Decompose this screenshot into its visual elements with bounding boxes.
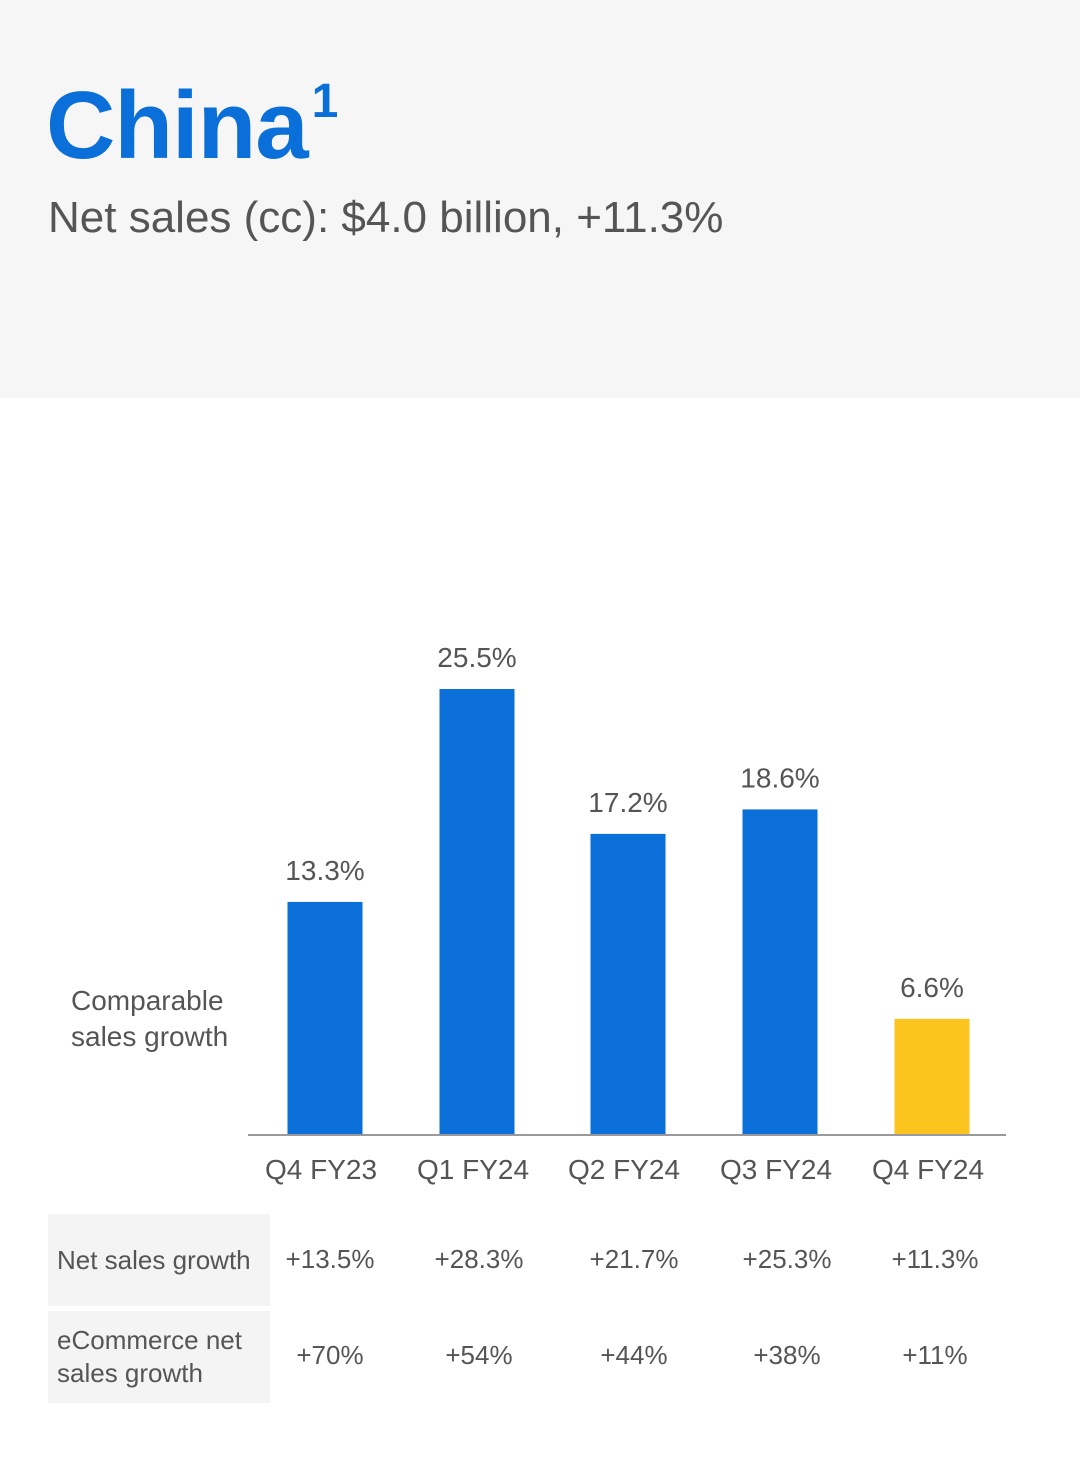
table-cell: +38%	[753, 1340, 821, 1370]
table-cell: +25.3%	[742, 1244, 832, 1274]
row-label-background-2	[48, 1311, 270, 1403]
category-label: Q4 FY24	[872, 1154, 984, 1185]
y-axis-label-line-2: sales growth	[71, 1021, 228, 1052]
bar-value-label: 13.3%	[285, 855, 364, 886]
table-cell: +11.3%	[891, 1244, 979, 1274]
bar-value-label: 6.6%	[900, 972, 964, 1003]
bar-value-label: 18.6%	[740, 762, 819, 793]
header-panel: China1 Net sales (cc): $4.0 billion, +11…	[0, 0, 1080, 398]
bars-group: 13.3% Q4 FY23 25.5% Q1 FY24 17.2% Q2 FY24 18.6…	[265, 642, 984, 1185]
title-text: China	[46, 72, 309, 179]
table-cell: +70%	[296, 1340, 364, 1370]
page-title: China1	[46, 75, 339, 174]
bar-q1-fy24	[439, 689, 515, 1134]
bar-value-label: 17.2%	[588, 787, 667, 818]
bar-q2-fy24	[590, 833, 666, 1134]
bar-q4-fy23	[287, 901, 363, 1134]
table-cell: +21.7%	[589, 1244, 679, 1274]
bar-q3-fy24	[742, 809, 818, 1134]
table-cell: +13.5%	[285, 1244, 375, 1274]
table-cell: +11%	[902, 1340, 968, 1370]
page-subtitle: Net sales (cc): $4.0 billion, +11.3%	[48, 193, 724, 242]
bar-q4-fy24	[894, 1018, 970, 1134]
y-axis-label-line-1: Comparable	[71, 985, 224, 1016]
bar-value-label: 25.5%	[437, 642, 516, 673]
category-label: Q2 FY24	[568, 1154, 680, 1185]
comparable-sales-chart: 13.3% Q4 FY23 25.5% Q1 FY24 17.2% Q2 FY24 18.6…	[71, 642, 1006, 1185]
table-cell: +44%	[600, 1340, 668, 1370]
title-footnote: 1	[311, 75, 339, 128]
category-label: Q4 FY23	[265, 1154, 377, 1185]
table-cell: +54%	[445, 1340, 513, 1370]
row-label-net-sales: Net sales growth	[57, 1245, 251, 1275]
category-label: Q3 FY24	[720, 1154, 832, 1185]
row-label-background-1	[48, 1214, 270, 1306]
category-label: Q1 FY24	[417, 1154, 529, 1185]
table-cell: +28.3%	[434, 1244, 524, 1274]
row-label-ecommerce: eCommerce net sales growth	[57, 1325, 242, 1388]
